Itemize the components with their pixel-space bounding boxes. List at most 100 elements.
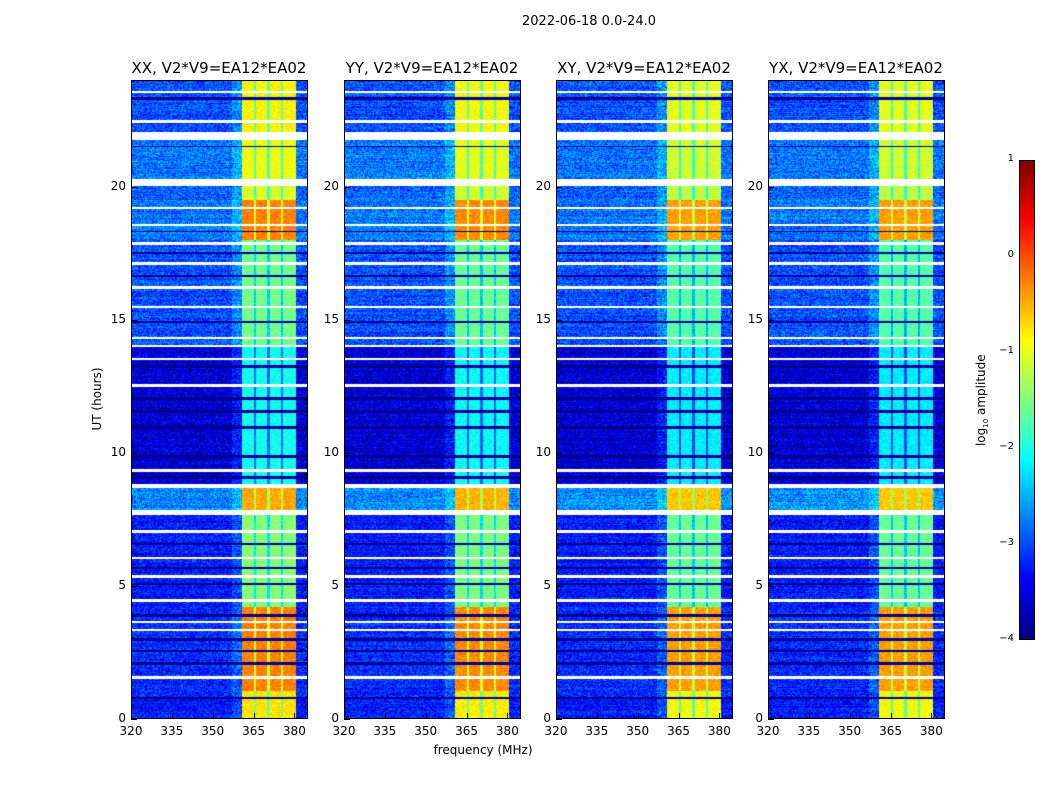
y-tick-label: 5: [755, 577, 763, 592]
heatmap-cells: [132, 81, 307, 718]
x-tick-label: 335: [373, 724, 397, 738]
colorbar-tick-label: −3: [999, 537, 1014, 548]
y-tick-mark: [556, 719, 562, 720]
x-tick-label: 320: [332, 724, 356, 738]
x-tick-label: 350: [626, 724, 650, 738]
colorbar-tick-label: 0: [1007, 249, 1014, 260]
figure-title: 2022-06-18 0.0-24.0: [522, 14, 656, 29]
x-tick-mark: [931, 713, 933, 719]
x-tick-label: 335: [797, 724, 821, 738]
y-tick-mark: [131, 452, 137, 454]
x-tick-label: 365: [879, 724, 902, 738]
y-tick-label: 10: [323, 444, 339, 459]
y-tick-label: 10: [747, 444, 763, 459]
x-tick-mark: [808, 713, 810, 719]
y-tick-label: 0: [118, 711, 126, 725]
y-tick-label: 5: [118, 577, 126, 592]
y-tick-mark: [344, 452, 350, 454]
y-tick-mark: [131, 186, 137, 188]
y-tick-label: 10: [535, 444, 551, 459]
y-tick-label: 15: [535, 311, 551, 326]
y-tick-mark: [768, 719, 774, 720]
heatmap-cells: [557, 81, 732, 718]
y-tick-mark: [768, 186, 774, 188]
y-tick-mark: [344, 319, 350, 321]
x-tick-label: 350: [414, 724, 438, 738]
heatmap-cells: [345, 81, 520, 718]
y-tick-mark: [556, 452, 562, 454]
y-tick-mark: [556, 585, 562, 587]
heatmap-panel: [344, 80, 521, 719]
heatmap-panel: [556, 80, 733, 719]
y-tick-label: 5: [331, 577, 339, 592]
y-tick-mark: [768, 319, 774, 321]
x-tick-label: 350: [201, 724, 225, 738]
x-tick-label: 335: [160, 724, 184, 738]
colorbar: [1019, 160, 1035, 640]
x-tick-mark: [507, 713, 509, 719]
x-tick-mark: [131, 713, 132, 719]
y-tick-mark: [768, 585, 774, 587]
x-tick-label: 365: [242, 724, 265, 738]
x-tick-mark: [253, 713, 255, 719]
y-tick-mark: [131, 585, 137, 587]
x-tick-mark: [384, 713, 386, 719]
colorbar-tick-label: −1: [999, 345, 1014, 356]
y-tick-mark: [556, 186, 562, 188]
y-tick-mark: [556, 319, 562, 321]
x-tick-label: 380: [495, 724, 519, 738]
x-tick-mark: [637, 713, 639, 719]
x-axis-label: frequency (MHz): [433, 743, 533, 757]
y-tick-mark: [131, 319, 137, 321]
colorbar-tick-label: −4: [999, 633, 1014, 644]
x-tick-mark: [556, 713, 557, 719]
colorbar-tick-label: −2: [999, 441, 1014, 452]
x-tick-label: 320: [119, 724, 143, 738]
y-tick-mark: [344, 585, 350, 587]
y-tick-label: 0: [755, 711, 763, 725]
x-tick-label: 320: [756, 724, 780, 738]
x-tick-mark: [212, 713, 214, 719]
y-tick-label: 0: [331, 711, 339, 725]
x-tick-mark: [596, 713, 598, 719]
y-tick-label: 20: [535, 178, 551, 193]
panel-title: YX, V2*V9=EA12*EA02: [769, 59, 943, 77]
heatmap-cells: [769, 81, 944, 718]
x-tick-mark: [171, 713, 173, 719]
x-tick-label: 380: [707, 724, 731, 738]
y-tick-label: 10: [110, 444, 126, 459]
y-tick-label: 20: [110, 178, 126, 193]
x-tick-label: 380: [919, 724, 943, 738]
y-tick-label: 0: [543, 711, 551, 725]
y-tick-label: 15: [323, 311, 339, 326]
y-tick-label: 15: [110, 311, 126, 326]
x-tick-mark: [425, 713, 427, 719]
x-tick-mark: [344, 713, 345, 719]
x-tick-label: 365: [667, 724, 690, 738]
panel-title: YY, V2*V9=EA12*EA02: [345, 59, 519, 77]
x-tick-label: 335: [585, 724, 609, 738]
y-tick-label: 20: [747, 178, 763, 193]
x-tick-mark: [719, 713, 721, 719]
x-tick-mark: [890, 713, 892, 719]
x-tick-label: 320: [544, 724, 568, 738]
x-tick-mark: [849, 713, 851, 719]
x-tick-label: 380: [282, 724, 306, 738]
colorbar-tick-label: 1: [1007, 153, 1014, 164]
y-tick-label: 15: [747, 311, 763, 326]
x-tick-mark: [294, 713, 296, 719]
y-tick-mark: [768, 452, 774, 454]
heatmap-panel: [131, 80, 308, 719]
y-tick-label: 5: [543, 577, 551, 592]
y-tick-mark: [344, 719, 350, 720]
x-tick-mark: [768, 713, 769, 719]
y-axis-label: UT (hours): [90, 367, 104, 431]
panel-title: XY, V2*V9=EA12*EA02: [557, 59, 731, 77]
panel-title: XX, V2*V9=EA12*EA02: [131, 59, 307, 77]
x-tick-mark: [466, 713, 468, 719]
x-tick-label: 365: [455, 724, 478, 738]
y-tick-mark: [131, 719, 137, 720]
x-tick-mark: [678, 713, 680, 719]
x-tick-label: 350: [838, 724, 862, 738]
